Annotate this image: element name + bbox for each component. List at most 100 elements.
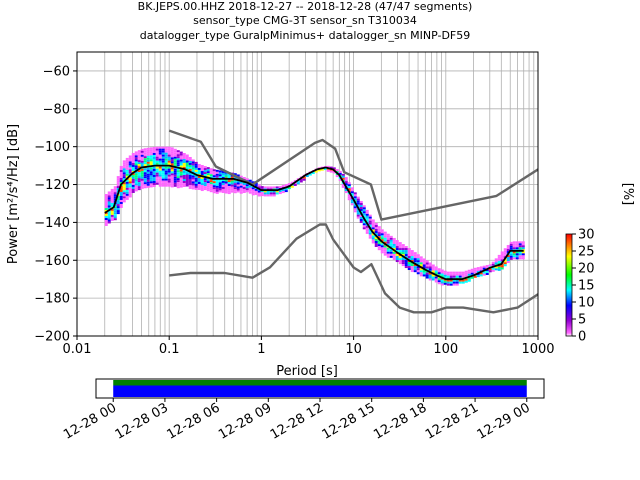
y-tick-label-7: −200: [34, 330, 70, 345]
colorbar-tick-label-5: 25: [578, 245, 595, 260]
density-cell-479: [176, 176, 180, 179]
density-cell-927: [356, 202, 360, 205]
density-cell-1242: [446, 279, 450, 282]
density-cell-1054: [389, 235, 393, 238]
density-cell-1295: [473, 267, 477, 270]
density-cell-351: [158, 154, 162, 157]
density-cell-69: [116, 184, 120, 187]
density-cell-888: [344, 177, 348, 180]
density-cell-121: [122, 192, 126, 195]
density-cell-235: [140, 162, 144, 165]
density-cell-607: [203, 166, 207, 169]
density-cell-1088: [398, 244, 402, 247]
density-cell-29: [107, 217, 111, 220]
density-cell-1250: [449, 281, 453, 284]
density-cell-110: [122, 170, 126, 173]
density-cell-184: [131, 184, 135, 187]
density-cell-339: [155, 168, 159, 171]
density-cell-1399: [518, 245, 522, 248]
density-cell-1390: [515, 245, 519, 248]
density-cell-284: [146, 179, 150, 182]
density-cell-508: [182, 162, 186, 165]
density-cell-723: [233, 177, 237, 180]
density-cell-153: [128, 167, 132, 170]
density-cell-54: [113, 198, 117, 201]
density-cell-769: [248, 189, 252, 192]
density-cell-322: [152, 174, 156, 177]
density-cell-1190: [428, 262, 432, 265]
density-cell-1361: [506, 245, 510, 248]
density-cell-936: [359, 202, 363, 205]
density-cell-842: [296, 182, 300, 185]
density-cell-1214: [434, 280, 438, 283]
density-cell-31: [107, 221, 111, 224]
density-cell-498: [179, 177, 183, 180]
density-cell-592: [197, 185, 201, 188]
density-cell-183: [131, 182, 135, 185]
density-cell-256: [143, 164, 147, 167]
density-cell-399: [164, 170, 168, 173]
density-cell-610: [203, 172, 207, 175]
density-cell-1146: [413, 260, 417, 263]
density-cell-116: [122, 182, 126, 185]
density-cell-1400: [518, 247, 522, 250]
density-cell-589: [197, 179, 201, 182]
density-cell-957: [362, 227, 366, 230]
density-cell-825: [281, 189, 285, 192]
density-cell-559: [191, 173, 195, 176]
density-cell-1378: [509, 257, 513, 260]
density-cell-1353: [503, 250, 507, 253]
density-cell-823: [281, 185, 285, 188]
density-cell-709: [227, 190, 231, 193]
density-cell-503: [182, 152, 186, 155]
density-cell-358: [158, 168, 162, 171]
density-cell-1002: [374, 238, 378, 241]
density-cell-686: [221, 186, 225, 189]
density-cell-809: [269, 194, 273, 197]
density-cell-30: [107, 219, 111, 222]
density-cell-1162: [419, 256, 423, 259]
density-cell-47: [110, 218, 114, 221]
density-cell-166: [128, 193, 132, 196]
density-cell-875: [335, 175, 339, 178]
density-cell-934: [356, 216, 360, 219]
density-cell-841: [296, 180, 300, 183]
density-cell-278: [146, 167, 150, 170]
density-cell-249: [143, 150, 147, 153]
density-cell-449: [173, 152, 177, 155]
colorbar-tick-label-6: 30: [578, 228, 595, 243]
y-tick-label-1: −80: [43, 102, 70, 117]
density-cell-476: [176, 170, 180, 173]
density-cell-906: [350, 189, 354, 192]
density-cell-475: [176, 168, 180, 171]
density-cell-1236: [443, 280, 447, 283]
density-cell-1341: [497, 266, 501, 269]
density-cell-648: [212, 179, 216, 182]
density-cell-596: [200, 169, 204, 172]
density-cell-148: [128, 157, 132, 160]
density-cell-481: [176, 180, 180, 183]
density-cell-76: [116, 198, 120, 201]
density-cell-947: [362, 207, 366, 210]
density-cell-1182: [425, 262, 429, 265]
density-cell-785: [257, 186, 261, 189]
density-cell-667: [218, 170, 222, 173]
density-cell-991: [371, 237, 375, 240]
density-cell-770: [248, 191, 252, 194]
density-cell-505: [182, 156, 186, 159]
density-cell-938: [359, 206, 363, 209]
density-cell-1261: [455, 275, 459, 278]
density-cell-553: [191, 161, 195, 164]
density-cell-641: [209, 188, 213, 191]
density-cell-1322: [488, 268, 492, 271]
density-cell-17: [107, 193, 111, 196]
density-cell-60: [113, 210, 117, 213]
density-cell-1081: [395, 250, 399, 253]
colorbar-tick-label-0: 0: [578, 330, 586, 345]
density-cell-1363: [506, 249, 510, 252]
density-cell-1017: [377, 248, 381, 251]
density-cell-87: [119, 171, 123, 174]
density-cell-1213: [434, 278, 438, 281]
density-cell-53: [113, 196, 117, 199]
